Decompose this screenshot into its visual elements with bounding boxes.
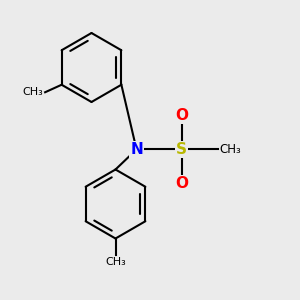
Text: CH₃: CH₃ <box>219 143 241 156</box>
Text: CH₃: CH₃ <box>23 87 44 97</box>
Text: O: O <box>175 108 188 123</box>
Text: N: N <box>130 142 143 157</box>
Text: O: O <box>175 176 188 190</box>
Text: CH₃: CH₃ <box>105 257 126 267</box>
Text: S: S <box>176 142 187 157</box>
